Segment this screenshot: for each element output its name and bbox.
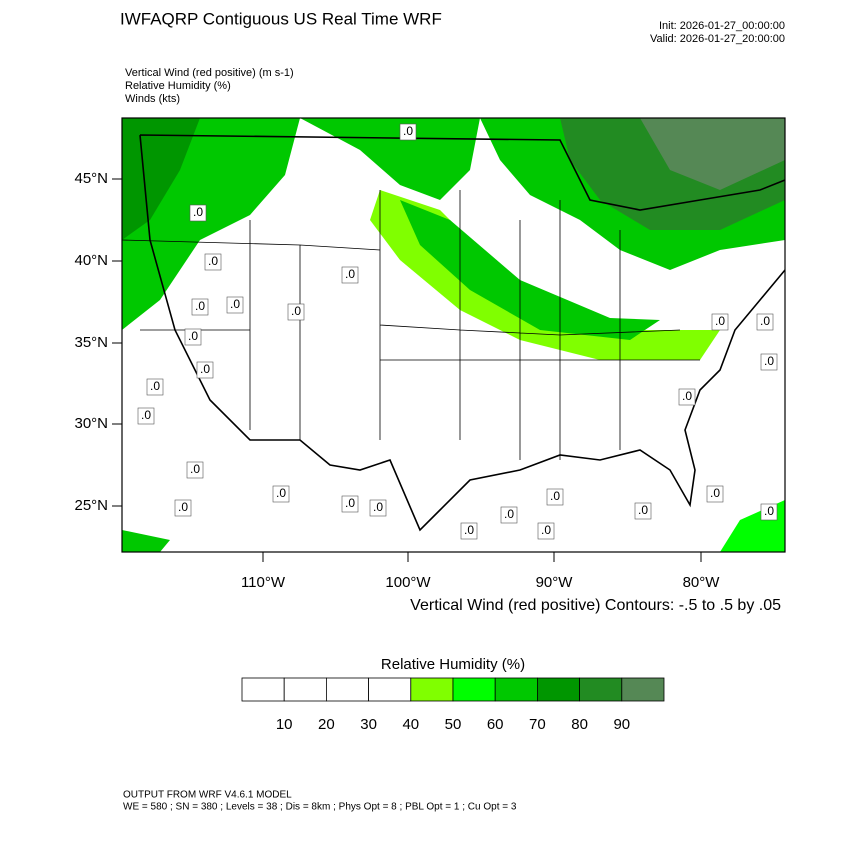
contour-label: .0 [291,304,301,318]
coastline [139,134,785,532]
lat-label: 30°N [74,415,108,432]
colorbar-box [241,677,285,702]
contour-label: .0 [710,486,720,500]
contour-label-box [287,303,305,321]
contour-label: .0 [345,496,355,510]
contour-note: Vertical Wind (red positive) Contours: -… [410,597,781,614]
colorbar-box [537,677,581,702]
colorbar-label: 10 [276,716,293,733]
contour-label: .0 [682,389,692,403]
contour-label: .0 [276,486,286,500]
contour-label: .0 [715,314,725,328]
contour-label-box [341,495,359,513]
contour-label: .0 [764,354,774,368]
colorbar-label: 40 [402,716,419,733]
contour-label: .0 [464,523,474,537]
lat-label: 25°N [74,497,108,514]
contour-label-box [760,503,778,521]
contour-label: .0 [764,504,774,518]
contour-label-box [204,253,222,271]
humidity-area [122,530,170,552]
field-label: Vertical Wind (red positive) (m s-1) [125,67,294,79]
contour-label: .0 [150,379,160,393]
contour-label: .0 [195,299,205,313]
colorbar-box [368,677,412,702]
contour-label-box [186,461,204,479]
colorbar-label: 30 [360,716,377,733]
contour-label: .0 [190,462,200,476]
contour-label-box [196,361,214,379]
contour-label-box [756,313,774,331]
colorbar-box [452,677,496,702]
contour-label: .0 [200,362,210,376]
lat-label: 45°N [74,170,108,187]
colorbar-box [621,677,665,702]
contour-label-box [460,522,478,540]
contour-label-box [711,313,729,331]
contour-label-box [706,485,724,503]
contour-label: .0 [760,314,770,328]
lon-label: 80°W [683,574,721,591]
colorbar-box [325,677,369,702]
contour-label: .0 [638,503,648,517]
colorbar-box [494,677,538,702]
field-label: Winds (kts) [125,93,180,105]
colorbar-box [283,677,327,702]
humidity-area [640,118,785,190]
contour-label-box [678,388,696,406]
field-label: Relative Humidity (%) [125,80,231,92]
contour-label-box [634,502,652,520]
valid-time: Valid: 2026-01-27_20:00:00 [650,33,785,45]
map [121,117,786,553]
contour-label-box [272,485,290,503]
contour-label-box [146,378,164,396]
contour-label-box [184,328,202,346]
contour-label-box [546,488,564,506]
contour-label: .0 [141,408,151,422]
footer-model: OUTPUT FROM WRF V4.6.1 MODEL [123,790,292,801]
colorbar-label: 20 [318,716,335,733]
lon-label: 90°W [536,574,574,591]
colorbar-label: 80 [571,716,588,733]
colorbar-label: 60 [487,716,504,733]
colorbar-label: 90 [613,716,630,733]
title: IWFAQRP Contiguous US Real Time WRF [120,9,442,28]
footer-settings: WE = 580 ; SN = 380 ; Levels = 38 ; Dis … [123,802,517,813]
contour-label: .0 [230,297,240,311]
init-time: Init: 2026-01-27_00:00:00 [659,20,785,32]
contour-label-box [369,499,387,517]
map-frame [121,117,786,553]
contour-label-box [500,506,518,524]
contour-label: .0 [188,329,198,343]
colorbar-label: 50 [445,716,462,733]
contour-label: .0 [504,507,514,521]
lat-label: 35°N [74,334,108,351]
humidity-area [400,200,660,340]
contour-label: .0 [550,489,560,503]
colorbar-box [579,677,623,702]
colorbar-title: Relative Humidity (%) [381,656,525,673]
contour-label-box [189,204,207,222]
contour-label: .0 [193,205,203,219]
contour-label-box [399,123,417,141]
contour-label: .0 [403,124,413,138]
contour-label: .0 [345,267,355,281]
contour-label-box [760,353,778,371]
contour-label: .0 [178,500,188,514]
contour-label: .0 [541,523,551,537]
lon-label: 100°W [385,574,431,591]
colorbar-box [410,677,454,702]
colorbar-label: 70 [529,716,546,733]
contour-label-box [191,298,209,316]
contour-label-box [537,522,555,540]
contour-label: .0 [208,254,218,268]
contour-label-box [137,407,155,425]
contour-label: .0 [373,500,383,514]
lat-label: 40°N [74,252,108,269]
lon-label: 110°W [241,574,286,591]
contour-label-box [174,499,192,517]
contour-label-box [341,266,359,284]
contour-label-box [226,296,244,314]
